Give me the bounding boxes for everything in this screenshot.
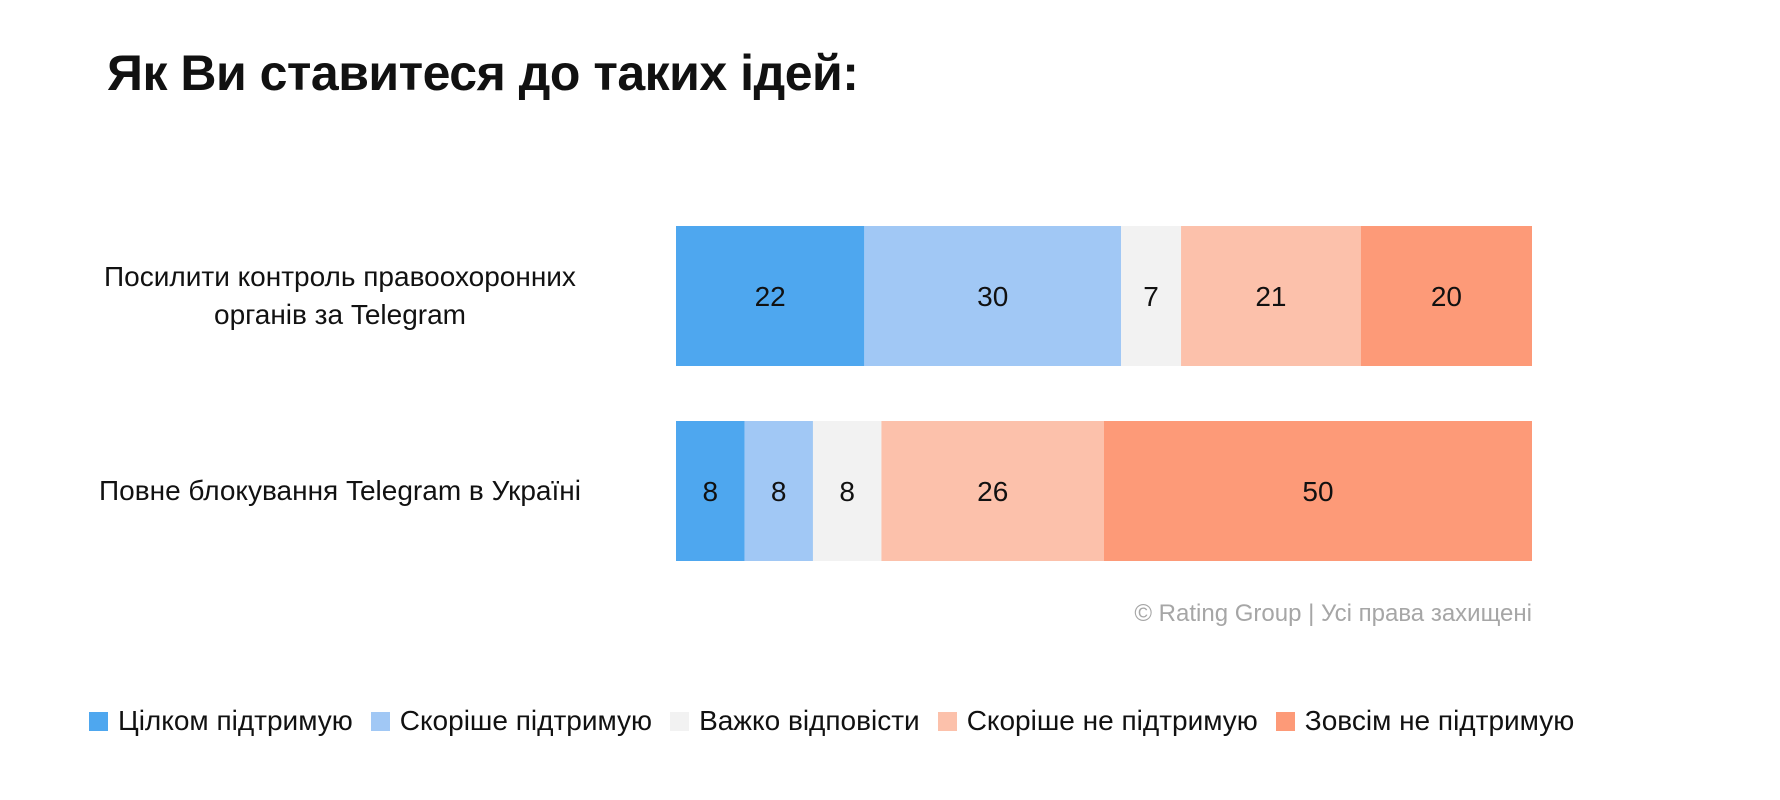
copyright-note: © Rating Group | Усі права захищені	[1134, 600, 1532, 627]
category-label-1-line-1: Посилити контроль правоохоронних	[104, 261, 576, 292]
data-label: 30	[977, 281, 1008, 312]
data-label: 8	[839, 476, 855, 507]
bar-segment	[1360, 226, 1532, 366]
data-label: 8	[702, 476, 718, 507]
legend-swatch	[937, 711, 957, 731]
legend-item: Скоріше не підтримую	[937, 705, 1258, 737]
bar-segment	[864, 226, 1122, 366]
bar-segment	[676, 421, 745, 561]
data-label: 22	[755, 281, 786, 312]
bar-row-2: 8 8 8 26 50	[676, 421, 1532, 561]
legend-label: Зовсім не підтримую	[1304, 705, 1575, 736]
data-label: 8	[771, 476, 787, 507]
legend-item: Скоріше підтримую	[370, 705, 653, 737]
chart-title: Як Ви ставитеся до таких ідей:	[107, 45, 859, 101]
legend-label: Важко відповісти	[699, 705, 920, 736]
legend-item: Цілком підтримую	[89, 705, 353, 737]
bar-segment	[1104, 421, 1532, 561]
category-label-1: Посилити контроль правоохоронних органів…	[40, 258, 640, 334]
bar-segment	[1121, 226, 1182, 366]
bar-segment	[881, 421, 1104, 561]
data-label: 50	[1302, 476, 1333, 507]
legend-swatch	[89, 711, 108, 731]
category-label-2: Повне блокування Telegram в Україні	[40, 472, 640, 510]
bar-segment	[812, 421, 882, 561]
legend-swatch	[670, 711, 690, 731]
bar-row-1: 22 30 7 21 20	[676, 226, 1532, 366]
data-label: 21	[1255, 281, 1286, 312]
data-label: 7	[1143, 281, 1159, 312]
data-label: 26	[977, 476, 1008, 507]
legend-item: Зовсім не підтримую	[1275, 705, 1575, 737]
category-label-2-line-1: Повне блокування Telegram в Україні	[99, 475, 581, 506]
legend-label: Скоріше підтримую	[399, 705, 653, 736]
bar-segment	[676, 226, 865, 366]
legend-swatch	[1275, 711, 1295, 731]
bar-segment	[744, 421, 813, 561]
bar-segment	[1181, 226, 1361, 366]
legend-swatch	[370, 711, 390, 731]
legend-item: Важко відповісти	[670, 705, 920, 737]
legend-label: Скоріше не підтримую	[966, 705, 1258, 736]
legend: Цілком підтримую Скоріше підтримую Важко…	[89, 705, 1592, 737]
legend-label: Цілком підтримую	[118, 705, 353, 736]
data-label: 20	[1431, 281, 1462, 312]
category-label-1-line-2: органів за Telegram	[214, 299, 466, 330]
